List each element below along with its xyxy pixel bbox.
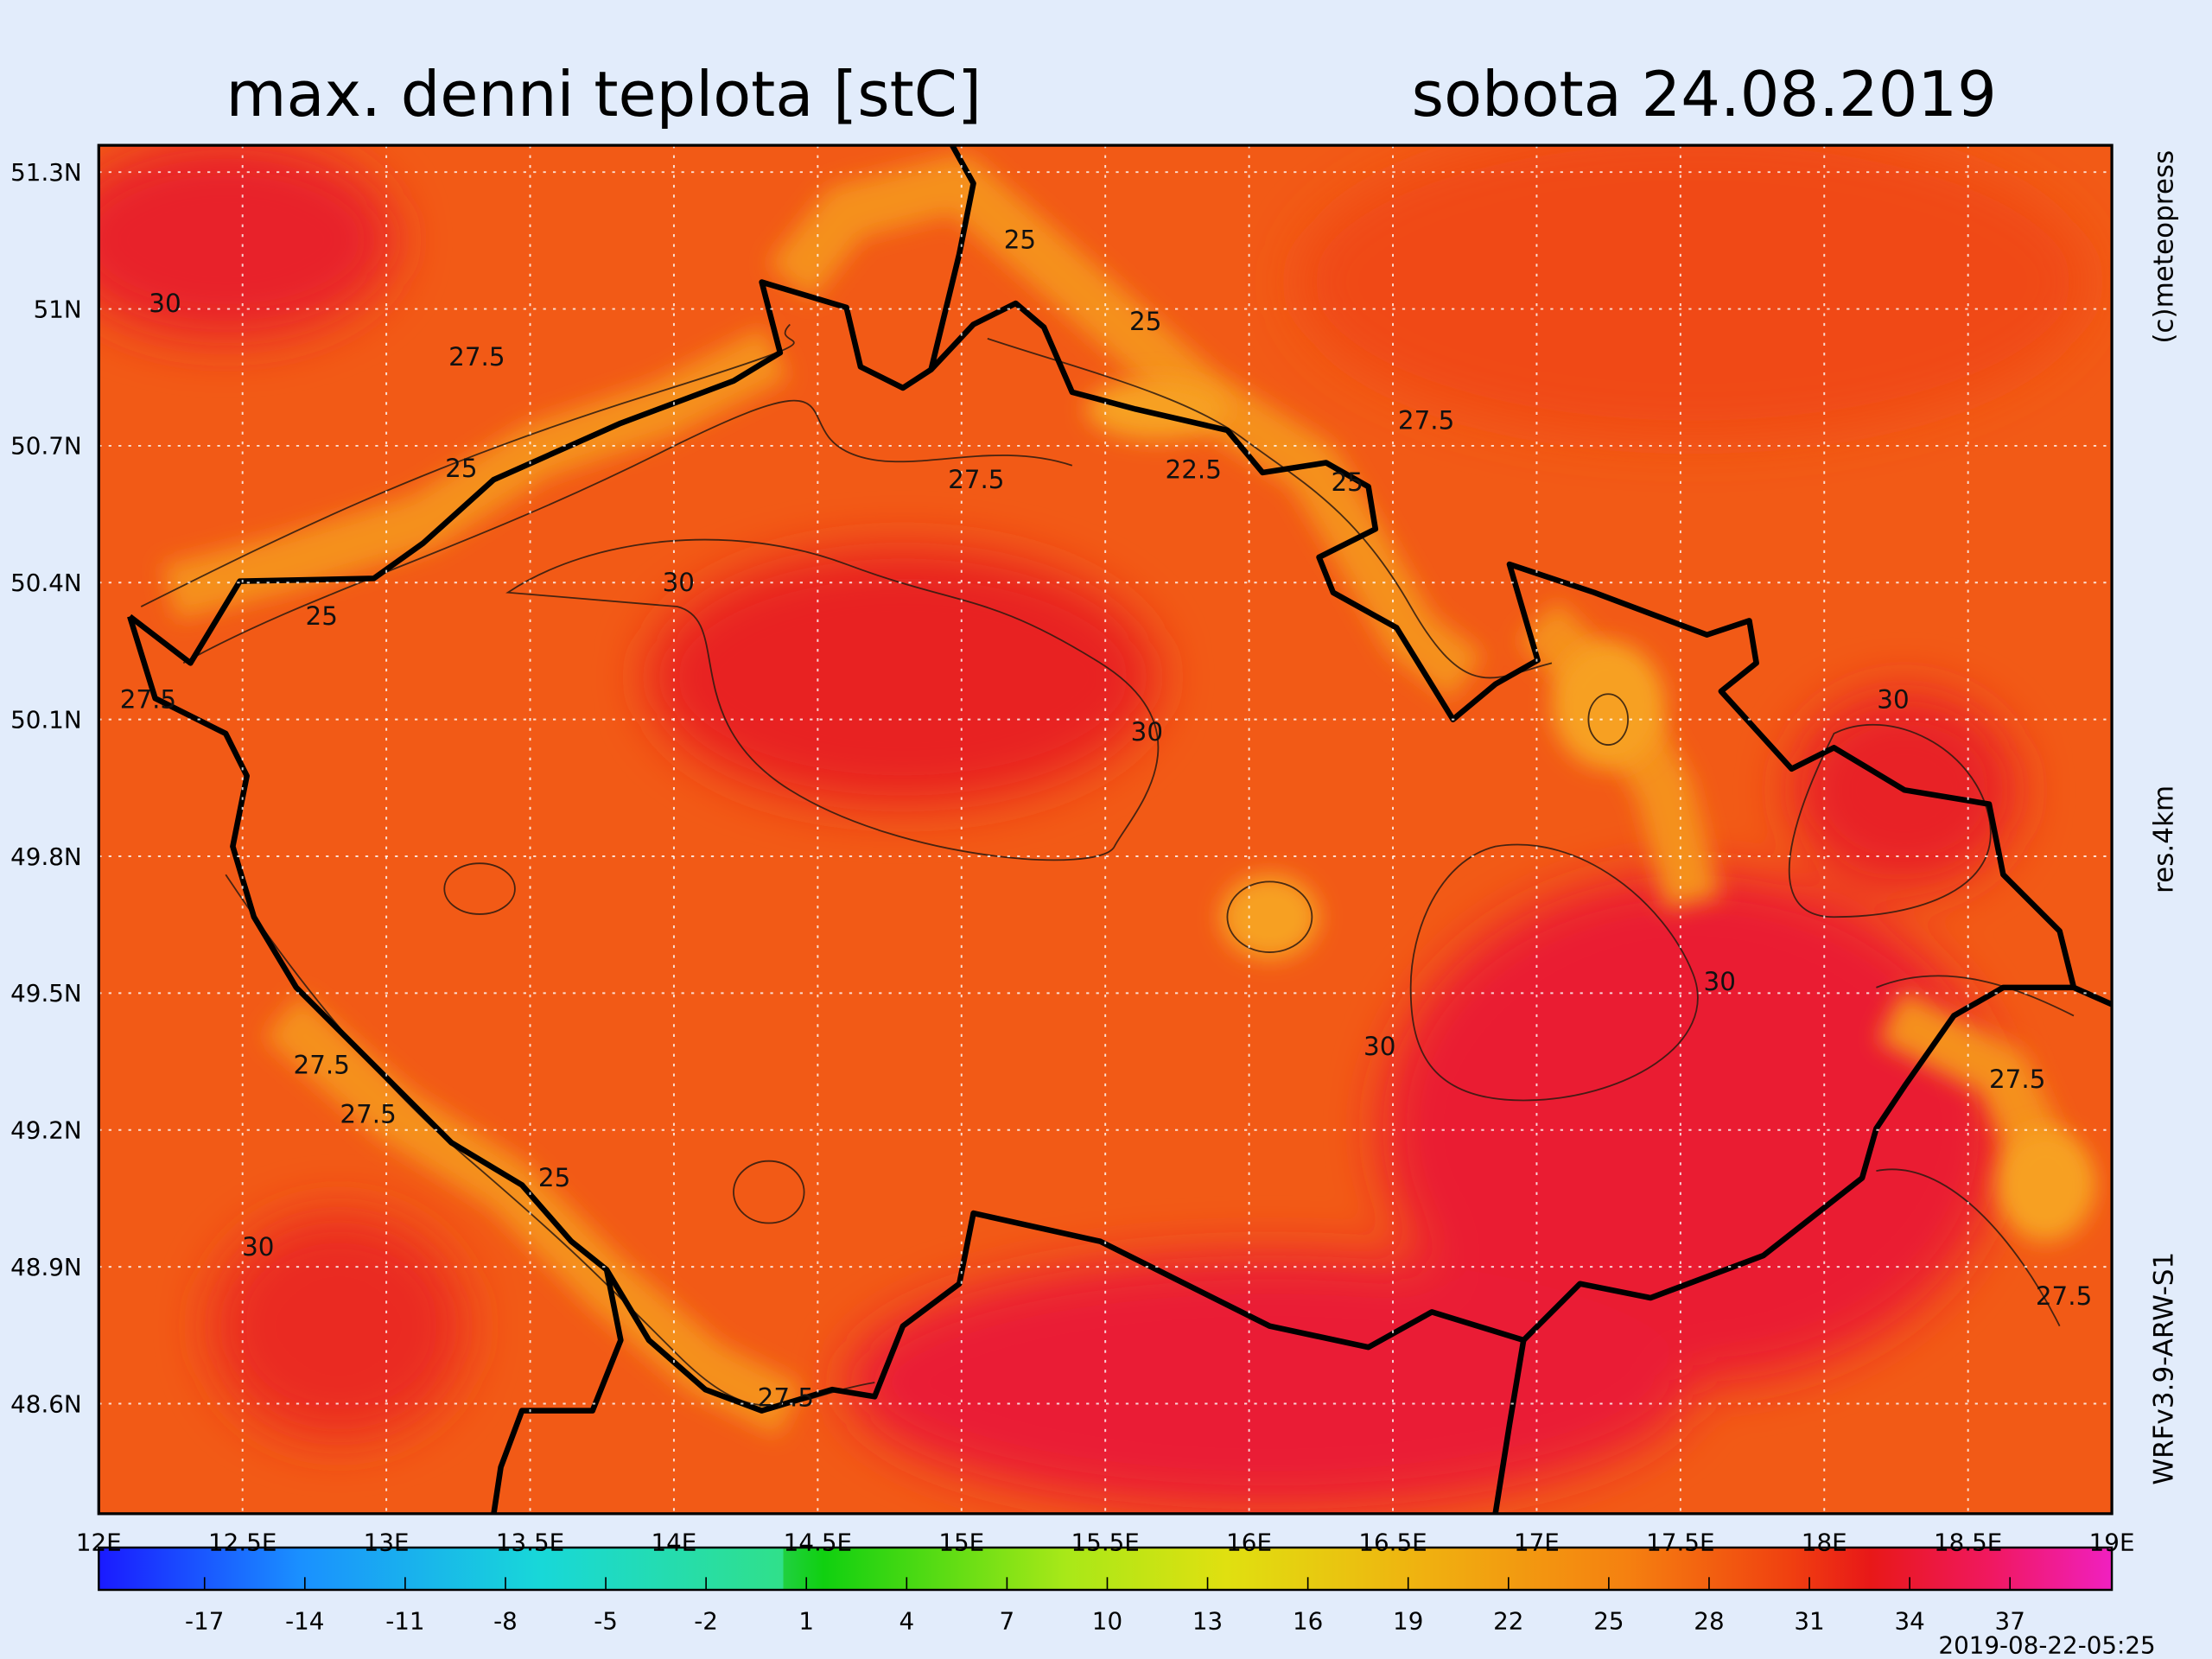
colorbar-label: 10 (1092, 1607, 1122, 1636)
contour-label: 30 (663, 568, 695, 597)
contour-label: 30 (1363, 1032, 1395, 1061)
lat-label: 50.7N (10, 432, 82, 461)
colorbar-label: 25 (1593, 1607, 1624, 1636)
map-frame (97, 143, 2113, 1516)
lat-label: 49.8N (10, 842, 82, 871)
contour-label: 27.5 (120, 685, 176, 715)
lat-label: 49.5N (10, 979, 82, 1007)
contour-label: 27.5 (1398, 405, 1454, 435)
colorbar-label: -14 (285, 1607, 324, 1636)
contour-label: 27.5 (948, 465, 1004, 494)
map-date: sobota 24.08.2019 (1412, 58, 1997, 130)
contour-label: 22.5 (1166, 454, 1222, 484)
lon-label: 14E (652, 1528, 697, 1556)
lon-label: 19E (2089, 1528, 2135, 1556)
lon-label: 13E (364, 1528, 410, 1556)
contour-label: 25 (306, 601, 338, 631)
colorbar-label: 13 (1192, 1607, 1223, 1636)
colorbar-label: 7 (1000, 1607, 1015, 1636)
colorbar-label: 37 (1995, 1607, 2025, 1636)
timestamp: 2019-08-22-05:25 (1938, 1630, 2155, 1659)
contour-label: 30 (1131, 717, 1163, 747)
lon-label: 13.5E (496, 1528, 564, 1556)
credit: (c)meteopress (2148, 150, 2179, 344)
temperature-field: 25 30 27.5 25 27.5 25 27.5 22.5 25 30 25 27.5 30 30 30… (99, 145, 2113, 1514)
lon-label: 18E (1802, 1528, 1847, 1556)
lon-label: 16E (1226, 1528, 1272, 1556)
lat-label: 51N (34, 295, 82, 323)
contour-label: 30 (242, 1232, 274, 1262)
lat-label: 48.9N (10, 1253, 82, 1281)
contour-label: 27.5 (1989, 1065, 2045, 1094)
lat-label: 49.2N (10, 1116, 82, 1145)
axis-labels: 51.3N 51N 50.7N 50.4N 50.1N 49.8N 49.5N 49.2N 48… (10, 158, 2134, 1636)
contour-labels: 25 30 27.5 25 27.5 25 27.5 22.5 25 30 25 27.5 30 30 30… (120, 225, 2093, 1412)
colorbar-label: 31 (1794, 1607, 1824, 1636)
contour-label: 30 (1704, 967, 1736, 996)
contour-label: 27.5 (758, 1383, 814, 1413)
colorbar-label: -5 (594, 1607, 618, 1636)
contour-label: 25 (1004, 225, 1036, 254)
lon-label: 15E (938, 1528, 984, 1556)
colorbar-label: 4 (899, 1607, 914, 1636)
grid (99, 145, 2113, 1514)
lat-label: 50.4N (10, 569, 82, 597)
contour-label: 25 (1129, 307, 1161, 336)
colorbar-label: 1 (798, 1607, 814, 1636)
contour-label: 27.5 (294, 1050, 350, 1079)
colorbar-label: 22 (1493, 1607, 1523, 1636)
contour-label: 25 (538, 1163, 570, 1192)
country-border (127, 145, 2113, 1514)
map-title: max. denni teplota [stC] (226, 58, 982, 130)
lon-label: 17.5E (1646, 1528, 1714, 1556)
lon-label: 18.5E (1934, 1528, 2002, 1556)
resolution: res.4km (2148, 785, 2179, 893)
lon-label: 14.5E (784, 1528, 852, 1556)
model: WRFv3.9-ARW-S1 (2148, 1252, 2179, 1485)
lon-label: 12E (76, 1528, 122, 1556)
lat-label: 51.3N (10, 158, 82, 187)
contour-label: 27.5 (2036, 1281, 2092, 1311)
lat-label: 48.6N (10, 1389, 82, 1418)
lon-label: 16.5E (1358, 1528, 1427, 1556)
colorbar-label: 16 (1293, 1607, 1323, 1636)
contour-label: 25 (1331, 467, 1363, 497)
lon-label: 17E (1514, 1528, 1560, 1556)
colorbar-label: -2 (694, 1607, 718, 1636)
colorbar-label: 34 (1894, 1607, 1924, 1636)
contour-label: 30 (149, 289, 181, 318)
lon-label: 15.5E (1071, 1528, 1140, 1556)
contour-label: 30 (1877, 685, 1909, 715)
contour-label: 25 (445, 454, 477, 483)
contour-label: 27.5 (340, 1100, 396, 1129)
colorbar-label: -8 (493, 1607, 518, 1636)
colorbar (98, 1546, 2113, 1592)
colorbar-label: -17 (185, 1607, 224, 1636)
lon-label: 12.5E (208, 1528, 276, 1556)
colorbar-label: -11 (385, 1607, 424, 1636)
lat-label: 50.1N (10, 705, 82, 734)
colorbar-label: 19 (1393, 1607, 1423, 1636)
contour-label: 27.5 (448, 342, 505, 372)
colorbar-label: 28 (1694, 1607, 1724, 1636)
